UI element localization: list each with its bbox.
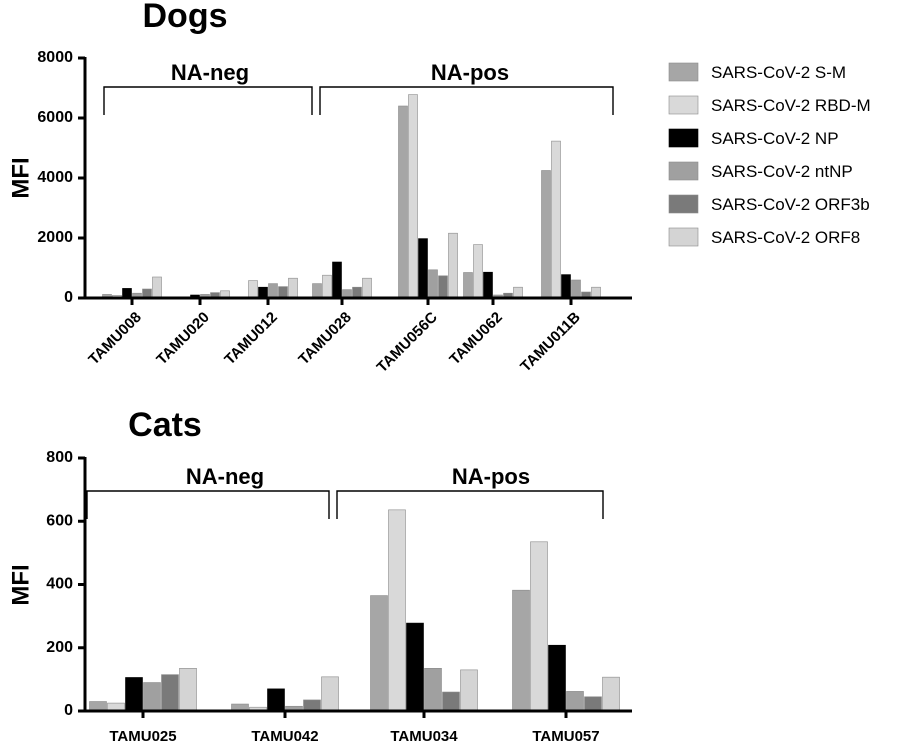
bar-tamu057-sars-cov-2-orf8: [602, 676, 620, 712]
x-tick-label: TAMU020: [153, 309, 213, 369]
bar-tamu042-sars-cov-2-np: [267, 688, 285, 712]
bar-tamu034-sars-cov-2-np: [406, 622, 424, 712]
group-label: NA-neg: [186, 464, 264, 489]
x-tick-label: TAMU057: [532, 728, 599, 745]
chart-title: Dogs: [143, 0, 228, 35]
x-tick-label: TAMU025: [109, 728, 176, 745]
bar-tamu057-sars-cov-2-ntnp: [566, 691, 584, 712]
legend-swatch-sars-cov-2-orf8: [668, 227, 699, 247]
bar-tamu056c-sars-cov-2-orf8: [448, 232, 458, 299]
x-tick-label: TAMU056C: [374, 309, 441, 376]
bar-tamu008-sars-cov-2-orf8: [152, 276, 162, 299]
y-tick-label: 6000: [37, 109, 73, 126]
bar-tamu012-sars-cov-2-ntnp: [268, 283, 278, 299]
bar-tamu028-sars-cov-2-np: [332, 261, 342, 299]
group-bracket: [319, 86, 614, 115]
legend: SARS-CoV-2 S-M SARS-CoV-2 RBD-M SARS-CoV-2…: [668, 62, 871, 247]
legend-label-sars-cov-2-ntnp: SARS-CoV-2 ntNP: [711, 162, 853, 181]
bar-tamu062-sars-cov-2-np: [483, 271, 493, 299]
bar-tamu028-sars-cov-2-orf3b: [352, 286, 362, 299]
bar-tamu062-sars-cov-2-orf8: [513, 286, 523, 299]
bar-tamu034-sars-cov-2-rbd-m: [388, 509, 406, 712]
group-bracket: [86, 490, 330, 519]
bar-tamu034-sars-cov-2-ntnp: [424, 668, 442, 712]
bar-tamu011b-sars-cov-2-rbd-m: [551, 140, 561, 299]
legend-swatch-sars-cov-2-ntnp: [668, 161, 699, 181]
bar-tamu025-sars-cov-2-orf3b: [161, 674, 179, 712]
x-tick-label: TAMU034: [390, 728, 458, 745]
group-label: NA-neg: [171, 60, 249, 85]
legend-swatch-sars-cov-2-np: [668, 128, 699, 148]
group-bracket: [336, 490, 604, 519]
y-axis-label: MFI: [7, 157, 34, 198]
bar-tamu034-sars-cov-2-orf8: [460, 669, 478, 712]
bar-tamu042-sars-cov-2-orf3b: [303, 699, 321, 712]
y-tick-label: 4000: [37, 169, 73, 186]
bar-tamu028-sars-cov-2-s-m: [312, 283, 322, 299]
bar-tamu025-sars-cov-2-orf8: [179, 668, 197, 712]
bar-tamu057-sars-cov-2-rbd-m: [530, 541, 548, 712]
legend-label-sars-cov-2-np: SARS-CoV-2 NP: [711, 129, 839, 148]
bar-tamu012-sars-cov-2-rbd-m: [248, 280, 258, 299]
bar-tamu011b-sars-cov-2-ntnp: [571, 279, 581, 299]
bar-tamu028-sars-cov-2-rbd-m: [322, 274, 332, 299]
legend-label-sars-cov-2-orf3b: SARS-CoV-2 ORF3b: [711, 195, 870, 214]
y-tick-label: 400: [46, 576, 73, 593]
x-tick-label: TAMU008: [85, 309, 145, 369]
legend-label-sars-cov-2-s-m: SARS-CoV-2 S-M: [711, 63, 846, 82]
x-tick-label: TAMU028: [295, 309, 355, 369]
x-tick-label: TAMU062: [446, 309, 506, 369]
bar-tamu011b-sars-cov-2-orf8: [591, 286, 601, 299]
bar-tamu062-sars-cov-2-s-m: [463, 272, 473, 299]
bar-tamu042-sars-cov-2-orf8: [321, 676, 339, 712]
y-tick-label: 200: [46, 639, 73, 656]
bar-tamu011b-sars-cov-2-np: [561, 274, 571, 299]
group-label: NA-pos: [452, 464, 530, 489]
bar-tamu028-sars-cov-2-orf8: [362, 277, 372, 299]
bar-tamu034-sars-cov-2-s-m: [370, 595, 388, 712]
bar-tamu034-sars-cov-2-orf3b: [442, 691, 460, 712]
y-axis-label: MFI: [7, 564, 34, 605]
y-tick-label: 0: [64, 702, 73, 719]
y-tick-label: 600: [46, 512, 73, 529]
bar-tamu057-sars-cov-2-np: [548, 644, 566, 712]
bar-tamu062-sars-cov-2-rbd-m: [473, 244, 483, 299]
bar-tamu056c-sars-cov-2-orf3b: [438, 275, 448, 299]
bar-tamu011b-sars-cov-2-s-m: [541, 170, 551, 299]
y-tick-label: 8000: [37, 49, 73, 66]
bar-tamu057-sars-cov-2-orf3b: [584, 696, 602, 712]
bar-tamu025-sars-cov-2-ntnp: [143, 682, 161, 712]
x-tick-label: TAMU011B: [517, 309, 584, 376]
group-label: NA-pos: [431, 60, 509, 85]
legend-label-sars-cov-2-orf8: SARS-CoV-2 ORF8: [711, 228, 860, 247]
x-tick-label: TAMU042: [251, 728, 318, 745]
bar-tamu012-sars-cov-2-orf3b: [278, 286, 288, 299]
bar-tamu056c-sars-cov-2-np: [418, 238, 428, 299]
legend-swatch-sars-cov-2-rbd-m: [668, 95, 699, 115]
cats-chart: Cats MFI 0 200 400 600 800 TAMU025 TAMU042 TAMU03…: [7, 406, 632, 745]
x-tick-label: TAMU012: [221, 309, 281, 369]
y-tick-label: 2000: [37, 229, 73, 246]
bar-tamu012-sars-cov-2-np: [258, 286, 268, 299]
bar-tamu056c-sars-cov-2-rbd-m: [408, 94, 418, 299]
bar-tamu012-sars-cov-2-orf8: [288, 277, 298, 299]
bar-tamu057-sars-cov-2-s-m: [512, 589, 530, 712]
group-bracket: [103, 86, 313, 115]
legend-label-sars-cov-2-rbd-m: SARS-CoV-2 RBD-M: [711, 96, 871, 115]
bar-tamu056c-sars-cov-2-ntnp: [428, 269, 438, 299]
bar-tamu025-sars-cov-2-np: [125, 677, 143, 712]
bar-tamu056c-sars-cov-2-s-m: [398, 105, 408, 299]
legend-swatch-sars-cov-2-s-m: [668, 62, 699, 82]
legend-swatch-sars-cov-2-orf3b: [668, 194, 699, 214]
chart-title: Cats: [128, 406, 202, 444]
y-tick-label: 800: [46, 449, 73, 466]
y-tick-label: 0: [64, 289, 73, 306]
